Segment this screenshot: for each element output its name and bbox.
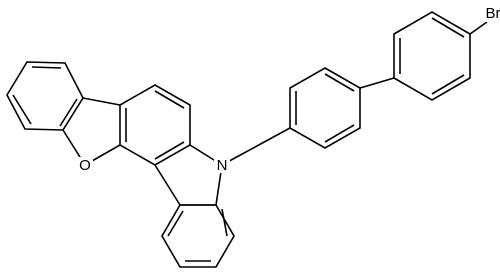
- bond: [431, 17, 465, 38]
- bond: [359, 77, 395, 89]
- bond: [431, 74, 465, 95]
- bond: [167, 210, 184, 237]
- bond: [469, 21, 488, 35]
- bond-ring: [289, 67, 361, 149]
- bond-ring: [393, 11, 471, 101]
- bond: [221, 127, 291, 166]
- atom-label: N: [217, 157, 228, 174]
- label-bg: [481, 6, 500, 22]
- bond: [324, 73, 355, 92]
- bond-ring: [119, 84, 191, 166]
- bond: [154, 90, 185, 109]
- bond: [221, 208, 228, 237]
- bond: [12, 94, 32, 125]
- molecule: O N Br: [6, 5, 500, 268]
- atom-label: Br: [486, 5, 500, 22]
- bond: [59, 98, 78, 127]
- atom-label: O: [79, 157, 91, 174]
- label-bg: [77, 157, 93, 173]
- bond-ring: [82, 97, 121, 106]
- label-bg: [214, 157, 230, 173]
- bond: [154, 141, 185, 160]
- bond: [324, 124, 355, 143]
- bond-ring: [6, 61, 84, 131]
- bond: [31, 66, 62, 69]
- bond-ring: [161, 204, 235, 268]
